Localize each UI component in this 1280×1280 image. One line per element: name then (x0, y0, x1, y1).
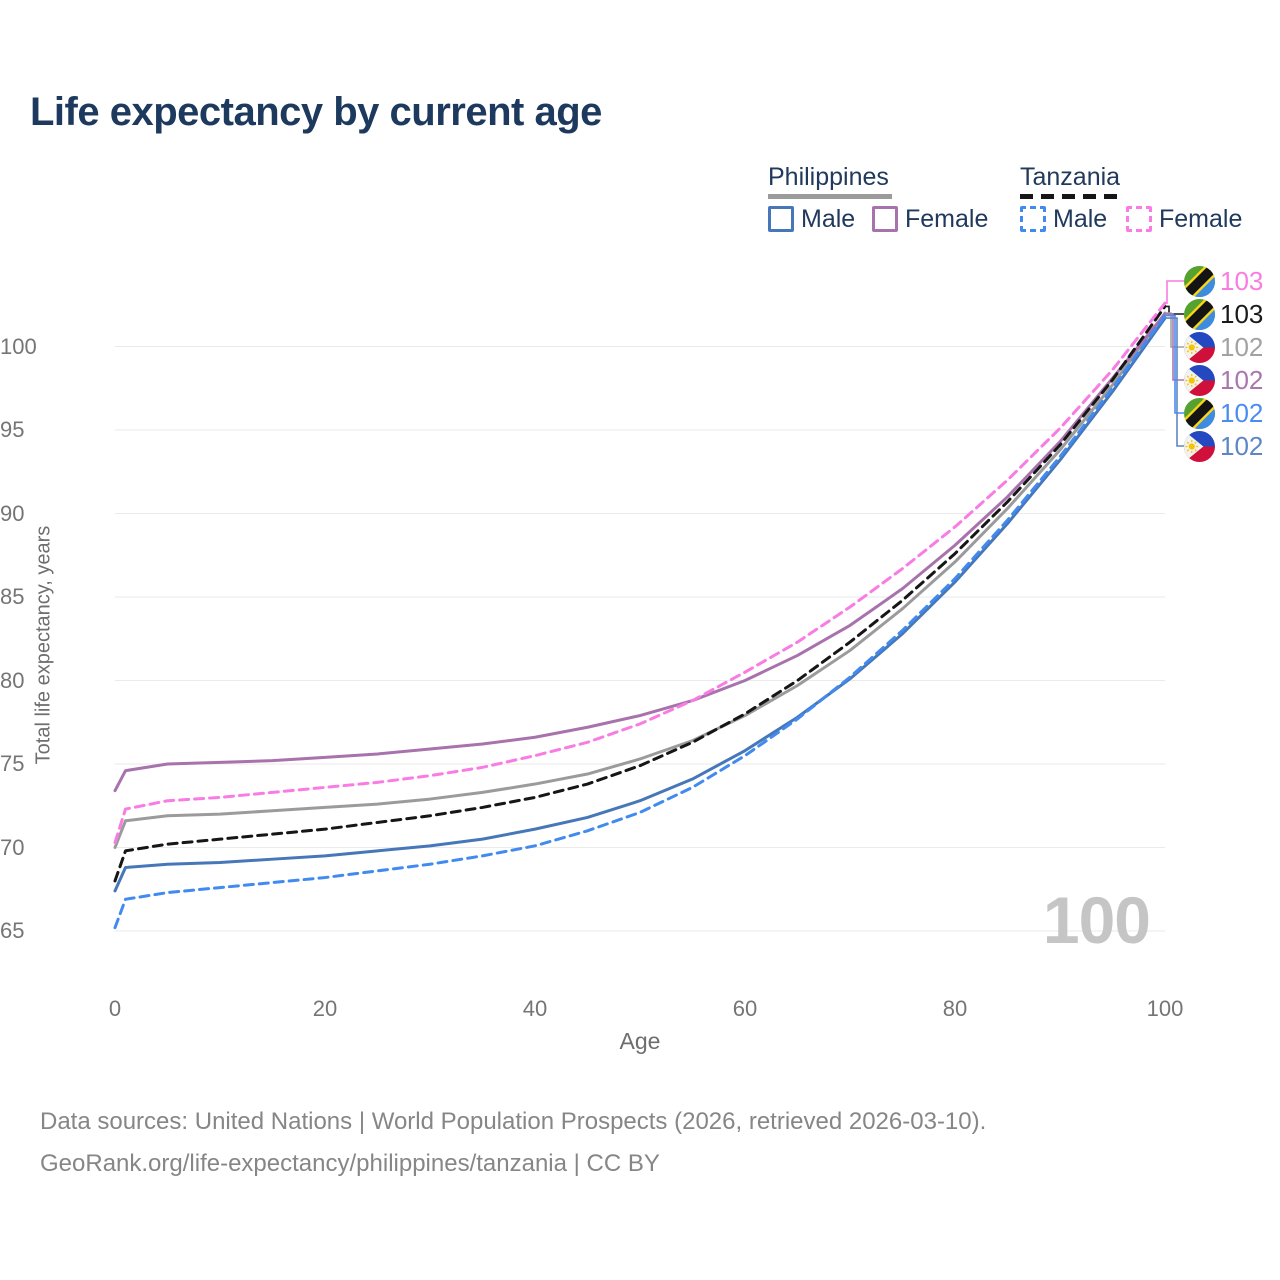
x-tick-label: 0 (108, 996, 122, 1021)
philippines-flag-icon (1184, 364, 1215, 396)
line-tz_both (113, 304, 1167, 883)
end-label-ph_male: 102 (1184, 430, 1264, 462)
tanzania-flag-icon (1184, 298, 1215, 330)
end-label-value: 102 (1220, 397, 1264, 428)
end-label-connector (1165, 314, 1184, 414)
end-label-ph_both: 102 (1184, 331, 1264, 363)
legend-country-tanzania[interactable]: Tanzania (1020, 163, 1121, 191)
x-tick-label: 100 (1146, 996, 1184, 1021)
end-label-value: 103 (1220, 265, 1264, 296)
end-label-value: 103 (1220, 298, 1264, 329)
y-axis-title: Total life expectancy, years (32, 525, 55, 765)
x-tick-label: 40 (522, 996, 548, 1021)
end-label-tz_both: 103 (1184, 298, 1264, 330)
philippines-flag-icon (1184, 430, 1215, 462)
end-label-connector (1165, 305, 1184, 315)
footer-data-sources: Data sources: United Nations | World Pop… (40, 1108, 987, 1135)
x-tick-label: 80 (942, 996, 968, 1021)
end-label-connector (1165, 313, 1184, 381)
y-tick-label: 65 (0, 918, 25, 943)
page-title: Life expectancy by current age (30, 90, 602, 134)
footer-url: GeoRank.org/life-expectancy/philippines/… (40, 1150, 660, 1177)
philippines-male-swatch[interactable] (768, 206, 794, 232)
line-tz_male (113, 314, 1167, 930)
y-tick-label: 80 (0, 667, 25, 693)
x-tick-label: 20 (312, 996, 338, 1021)
line-tz_female (113, 301, 1167, 844)
line-ph_female (113, 312, 1167, 793)
end-label-tz_female: 103 (1184, 265, 1264, 297)
tanzania-male-swatch[interactable] (1020, 206, 1046, 232)
philippines-female-label[interactable]: Female (905, 205, 989, 233)
y-tick-label: 90 (0, 500, 25, 526)
end-label-value: 102 (1220, 364, 1264, 395)
tanzania-flag-icon (1184, 397, 1215, 429)
y-tick-label: 85 (0, 584, 25, 609)
philippines-line-swatch (768, 194, 892, 199)
end-label-connector (1165, 280, 1184, 304)
y-tick-label: 95 (0, 417, 25, 442)
y-tick-label: 100 (0, 333, 37, 359)
end-label-ph_female: 102 (1184, 364, 1264, 396)
x-axis-title: Age (619, 1028, 661, 1054)
tanzania-male-label[interactable]: Male (1053, 205, 1108, 233)
x-tick-label: 60 (732, 996, 758, 1021)
tanzania-female-label[interactable]: Female (1159, 205, 1243, 233)
philippines-flag-icon (1184, 331, 1215, 363)
tanzania-female-swatch[interactable] (1126, 206, 1152, 232)
hover-age-watermark: 100 (1042, 883, 1151, 957)
end-label-tz_male: 102 (1184, 397, 1264, 429)
line-ph_both (113, 311, 1167, 849)
tanzania-flag-icon (1184, 265, 1215, 297)
y-tick-label: 75 (0, 751, 25, 776)
end-label-connector (1165, 317, 1184, 447)
line-ph_male (113, 316, 1167, 893)
philippines-female-swatch[interactable] (872, 206, 898, 232)
legend-country-philippines[interactable]: Philippines (768, 163, 889, 191)
tanzania-line-swatch (1020, 194, 1124, 199)
end-label-value: 102 (1220, 331, 1264, 362)
philippines-male-label[interactable]: Male (801, 205, 856, 233)
y-tick-label: 70 (0, 834, 25, 860)
end-label-value: 102 (1220, 430, 1264, 461)
